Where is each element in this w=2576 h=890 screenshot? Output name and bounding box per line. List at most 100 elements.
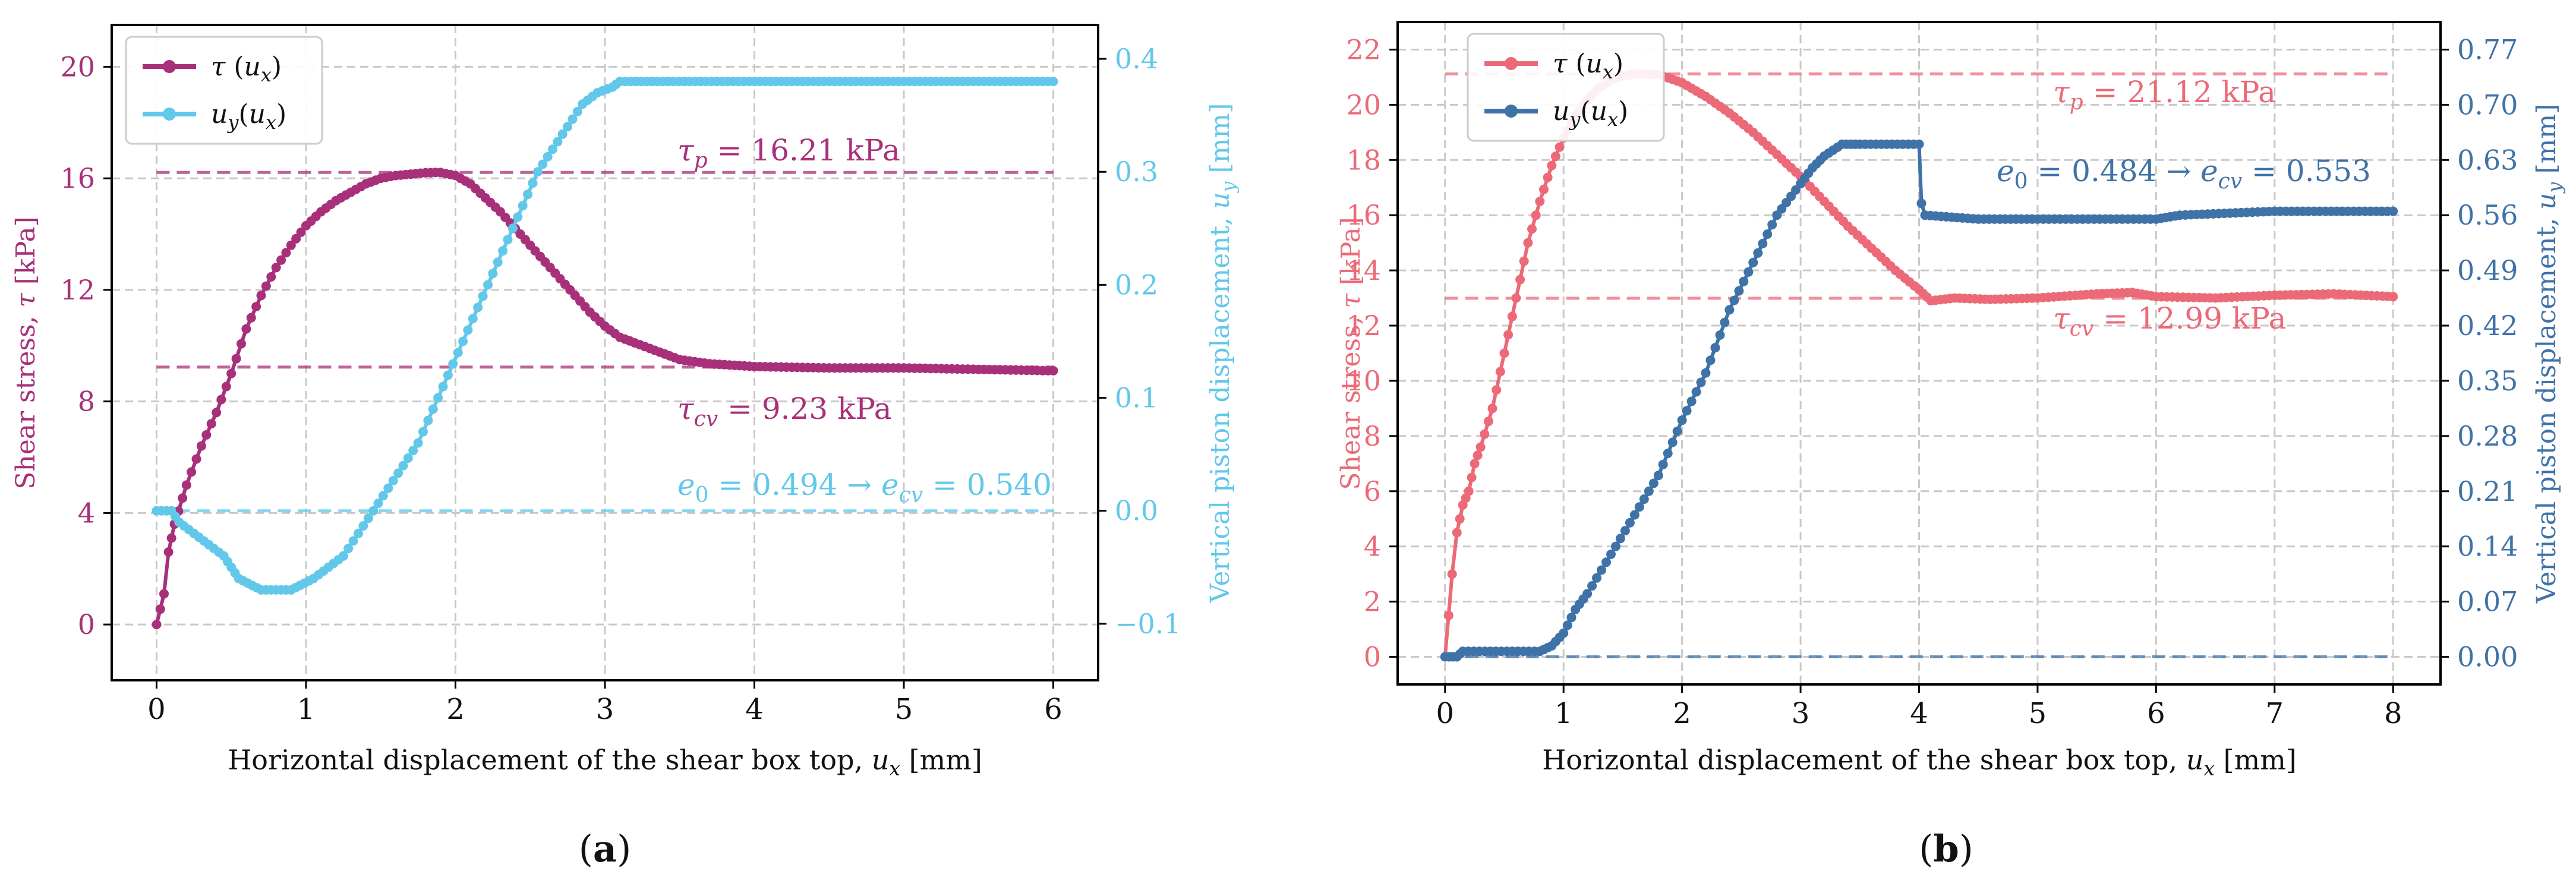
legend-tau-marker: [163, 60, 176, 73]
panel-b: 0 1 2 3 4 5 6 7 802468101214161820220.000.070.14…: [1336, 21, 2566, 870]
data-point: [343, 544, 354, 554]
data-point: [1473, 450, 1483, 460]
data-point: [1587, 581, 1597, 591]
x-tick-label: 6: [1044, 693, 1062, 726]
data-point: [1515, 274, 1525, 285]
legend-uy-marker: [1505, 105, 1518, 118]
data-point: [538, 159, 548, 169]
data-point: [1495, 367, 1505, 377]
data-point: [1734, 286, 1744, 296]
data-point: [1048, 366, 1058, 375]
data-point: [1686, 396, 1697, 406]
data-point: [187, 467, 197, 477]
y-left-tick-label: 20: [1346, 89, 1381, 121]
data-point: [1739, 276, 1749, 286]
data-point: [473, 302, 483, 313]
data-point: [159, 589, 169, 599]
data-point: [563, 122, 573, 132]
data-point: [443, 370, 453, 380]
data-point: [281, 248, 291, 258]
legend-uy-label: uy(ux): [211, 99, 286, 134]
y-right-tick-label: 0.42: [2457, 310, 2518, 342]
x-tick-label: 8: [2384, 697, 2402, 730]
data-point: [557, 129, 567, 139]
data-point: [1503, 330, 1514, 340]
data-point: [1550, 152, 1560, 162]
data-point: [403, 453, 413, 463]
data-point: [1667, 437, 1678, 447]
data-point: [468, 314, 478, 324]
data-point: [1658, 459, 1668, 469]
data-point: [553, 137, 563, 147]
data-point: [1620, 526, 1630, 536]
y-left-tick-label: 0: [1364, 641, 1381, 673]
data-point: [1543, 172, 1553, 182]
y-right-tick-label: 0.70: [2457, 89, 2518, 121]
data-point: [354, 528, 363, 538]
y-left-tick-label: 22: [1346, 33, 1381, 65]
data-point: [1644, 486, 1654, 496]
data-point: [448, 359, 458, 369]
y-left-tick-label: 10: [1346, 365, 1381, 397]
x-tick-label: 5: [895, 693, 913, 726]
data-point: [178, 493, 188, 503]
y-right-tick-label: 0.3: [1115, 156, 1158, 188]
data-point: [1483, 416, 1493, 427]
x-tick-label: 2: [446, 693, 465, 726]
data-point: [1519, 256, 1529, 266]
data-point: [1639, 494, 1649, 504]
data-point: [1720, 317, 1730, 327]
data-point: [216, 394, 226, 405]
data-point: [1634, 502, 1644, 512]
data-point: [276, 255, 286, 265]
data-point: [543, 152, 553, 162]
y-right-tick-label: 0.14: [2457, 531, 2518, 563]
data-point: [523, 190, 533, 200]
data-point: [1511, 293, 1521, 303]
panel-caption: (b): [1919, 827, 1973, 870]
data-point: [251, 302, 261, 312]
data-point: [1523, 238, 1533, 248]
tau-cv-annotation: τcv = 9.23 kPa: [677, 392, 892, 431]
y-right-tick-label: 0.28: [2457, 420, 2518, 452]
data-point: [528, 178, 538, 188]
data-point: [163, 547, 174, 557]
data-point: [1611, 541, 1620, 551]
data-point: [1475, 442, 1486, 452]
y-left-tick-label: 2: [1364, 586, 1381, 618]
data-point: [1547, 160, 1557, 171]
x-tick-label: 6: [2147, 697, 2165, 730]
data-point: [488, 269, 498, 279]
x-tick-label: 0: [147, 693, 166, 726]
data-point: [453, 348, 463, 358]
data-point: [1701, 368, 1711, 378]
tau-peak-annotation: τp = 16.21 kPa: [677, 133, 900, 173]
data-point: [378, 491, 388, 501]
data-point: [1601, 557, 1611, 567]
y-left-tick-label: 18: [1346, 144, 1381, 176]
data-point: [2388, 206, 2398, 216]
y-left-tick-label: 16: [60, 162, 95, 194]
data-point: [572, 106, 582, 116]
data-point: [266, 272, 276, 282]
y-left-tick-label: 12: [60, 274, 95, 306]
data-point: [513, 212, 523, 222]
data-point: [1758, 239, 1768, 248]
data-point: [1559, 628, 1569, 638]
data-point: [368, 506, 379, 516]
data-point: [1672, 426, 1682, 436]
data-point: [493, 257, 503, 267]
data-point: [1555, 142, 1565, 152]
y-left-tick-label: 16: [1346, 199, 1381, 231]
series: [152, 77, 1058, 630]
data-point: [1753, 248, 1763, 258]
data-point: [196, 441, 206, 451]
x-tick-label: 3: [1792, 697, 1810, 730]
tau-peak-annotation: τp = 21.12 kPa: [2053, 75, 2276, 115]
data-point: [548, 144, 557, 154]
data-point: [507, 223, 518, 233]
y-left-tick-label: 6: [1364, 475, 1381, 507]
data-point: [1682, 406, 1692, 416]
data-point: [1455, 514, 1465, 524]
